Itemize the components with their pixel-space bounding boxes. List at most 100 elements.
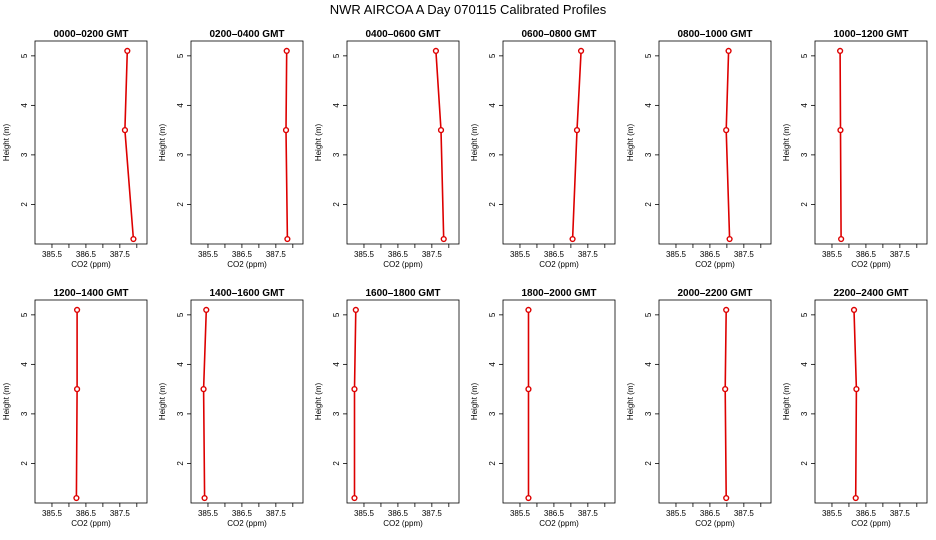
y-tick-label: 5: [644, 312, 653, 317]
y-tick-label: 2: [176, 202, 185, 207]
data-point: [283, 47, 290, 55]
data-point: [73, 386, 81, 393]
y-tick-label: 3: [20, 411, 29, 416]
panel-title: 1400–1600 GMT: [209, 288, 284, 299]
plot-frame: [346, 40, 460, 245]
y-tick-label: 3: [20, 152, 29, 157]
y-tick-label: 3: [800, 411, 809, 416]
profile-line: [853, 309, 858, 499]
data-point: [852, 494, 859, 502]
x-tick-label: 387.5: [110, 250, 131, 259]
data-point: [725, 47, 732, 55]
y-tick-label: 4: [488, 362, 497, 367]
y-tick-label: 4: [800, 103, 809, 108]
profile-panel: 2000–2200 GMT 385.5 386.5 387.5 2 3 4 5 CO2 (ppm…: [626, 288, 772, 528]
profile-panel: 1600–1800 GMT 385.5 386.5 387.5 2 3 4 5 CO2 (ppm…: [314, 288, 460, 528]
x-tick-label: 387.5: [266, 509, 287, 518]
plot-frame: [814, 299, 928, 504]
y-axis-label: Height (m): [2, 382, 11, 420]
panel-title: 1600–1800 GMT: [365, 288, 440, 299]
panel-title: 0800–1000 GMT: [677, 29, 752, 40]
y-tick-label: 3: [800, 152, 809, 157]
y-tick-label: 5: [488, 53, 497, 58]
data-point: [837, 47, 844, 55]
y-tick-label: 2: [20, 461, 29, 466]
plot-frame: [502, 299, 616, 504]
data-point: [201, 494, 208, 502]
data-point: [432, 47, 440, 55]
data-point: [352, 306, 359, 314]
x-tick-label: 385.5: [354, 250, 375, 259]
figure-title: NWR AIRCOA A Day 070115 Calibrated Profi…: [330, 2, 607, 17]
data-point: [577, 47, 585, 55]
y-tick-label: 5: [800, 312, 809, 317]
data-point: [130, 235, 137, 243]
plot-frame: [34, 40, 148, 245]
data-point: [203, 306, 210, 314]
y-axis-label: Height (m): [158, 382, 167, 420]
x-tick-label: 385.5: [354, 509, 375, 518]
data-point: [850, 306, 858, 314]
data-point: [200, 386, 207, 393]
data-point: [121, 127, 129, 134]
profile-line: [124, 50, 135, 240]
profile-panel: 0800–1000 GMT 385.5 386.5 387.5 2 3 4 5 CO2 (ppm…: [626, 29, 772, 269]
x-axis-label: CO2 (ppm): [851, 519, 891, 528]
x-tick-label: 387.5: [578, 509, 599, 518]
profile-panel: 1200–1400 GMT 385.5 386.5 387.5 2 3 4 5 CO2 (ppm…: [2, 288, 148, 528]
x-tick-label: 386.5: [232, 509, 253, 518]
x-tick-label: 385.5: [510, 250, 531, 259]
data-point: [726, 235, 733, 243]
data-point: [525, 494, 532, 502]
profile-panel: 2200–2400 GMT 385.5 386.5 387.5 2 3 4 5 CO2 (ppm…: [782, 288, 928, 528]
y-tick-label: 2: [20, 202, 29, 207]
profile-panel: 1000–1200 GMT 385.5 386.5 387.5 2 3 4 5 CO2 (ppm…: [782, 29, 928, 269]
y-axis-label: Height (m): [314, 123, 323, 161]
y-tick-label: 3: [332, 152, 341, 157]
x-tick-label: 387.5: [578, 250, 599, 259]
profile-panel: 0000–0200 GMT 385.5 386.5 387.5 2 3 4 5 CO2 (ppm…: [2, 29, 148, 269]
y-axis-label: Height (m): [626, 123, 635, 161]
panels-grid: 0000–0200 GMT 385.5 386.5 387.5 2 3 4 5 CO2 (ppm…: [2, 29, 928, 528]
x-tick-label: 386.5: [544, 250, 565, 259]
plot-frame: [190, 40, 304, 245]
panel-title: 1800–2000 GMT: [521, 288, 596, 299]
profile-panel: 1400–1600 GMT 385.5 386.5 387.5 2 3 4 5 CO2 (ppm…: [158, 288, 304, 528]
x-tick-label: 386.5: [856, 509, 877, 518]
y-tick-label: 5: [332, 53, 341, 58]
x-tick-label: 387.5: [110, 509, 131, 518]
data-point: [73, 494, 80, 502]
plot-frame: [346, 299, 460, 504]
y-tick-label: 5: [644, 53, 653, 58]
x-tick-label: 387.5: [890, 250, 911, 259]
y-tick-label: 5: [332, 312, 341, 317]
x-tick-label: 386.5: [232, 250, 253, 259]
profile-line: [353, 309, 357, 498]
profile-line: [202, 309, 208, 499]
data-point: [573, 127, 581, 134]
y-tick-label: 4: [176, 362, 185, 367]
panel-title: 1200–1400 GMT: [53, 288, 128, 299]
y-tick-label: 2: [800, 461, 809, 466]
y-axis-label: Height (m): [2, 123, 11, 161]
x-tick-label: 385.5: [822, 509, 843, 518]
data-point: [124, 47, 131, 55]
y-tick-label: 3: [644, 411, 653, 416]
x-tick-label: 385.5: [666, 250, 687, 259]
y-tick-label: 5: [488, 312, 497, 317]
y-tick-label: 2: [332, 461, 341, 466]
profile-panel: 0600–0800 GMT 385.5 386.5 387.5 2 3 4 5 CO2 (ppm…: [470, 29, 616, 269]
panel-title: 0600–0800 GMT: [521, 29, 596, 40]
data-point: [351, 386, 358, 393]
y-tick-label: 4: [332, 103, 341, 108]
profile-line: [75, 309, 78, 499]
data-point: [722, 386, 729, 393]
y-tick-label: 4: [800, 362, 809, 367]
data-point: [440, 235, 447, 243]
plot-frame: [814, 40, 928, 245]
data-point: [284, 235, 291, 243]
profile-line: [724, 309, 727, 499]
x-axis-label: CO2 (ppm): [71, 519, 111, 528]
data-point: [351, 494, 358, 502]
